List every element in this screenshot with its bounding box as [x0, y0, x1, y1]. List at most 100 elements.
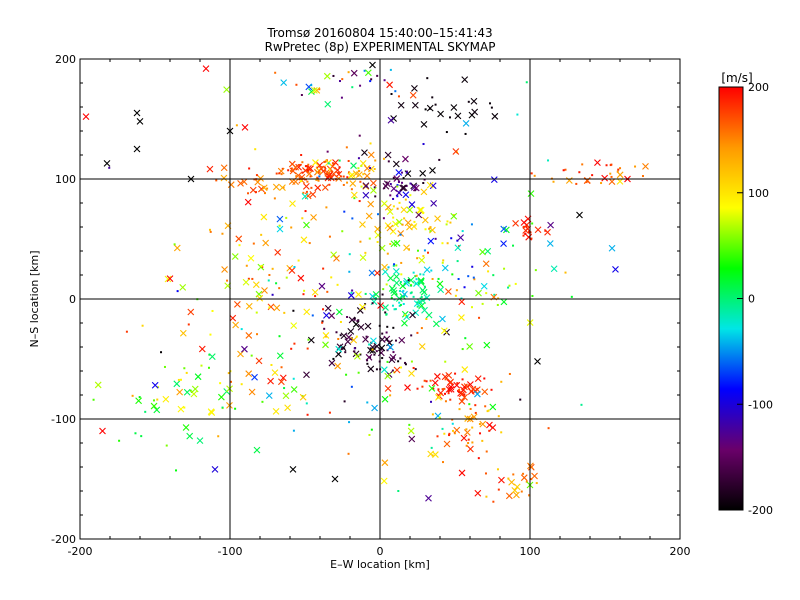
x-tick-labels: -200 -100 0 100 200	[68, 545, 691, 558]
data-point-cross	[323, 72, 331, 80]
data-point-dot	[364, 292, 367, 295]
data-point-cross	[406, 206, 414, 214]
data-point-cross	[420, 121, 428, 128]
data-point-cross	[450, 104, 458, 111]
data-point-dot	[605, 164, 608, 167]
data-point-dot	[441, 388, 444, 391]
data-point-cross	[363, 172, 371, 180]
data-point-dot	[444, 392, 447, 395]
data-point-cross	[328, 312, 336, 320]
data-point-dot	[323, 160, 326, 163]
data-point-dot	[641, 175, 644, 178]
data-point-cross	[384, 372, 392, 380]
data-point-dot	[301, 217, 304, 220]
data-point-dot	[412, 366, 415, 369]
data-point-cross	[491, 112, 499, 120]
data-point-dot	[465, 444, 468, 447]
data-point-dot	[392, 197, 395, 200]
data-point-dot	[357, 371, 360, 374]
data-point-dot	[522, 234, 525, 237]
data-point-cross	[244, 198, 252, 206]
data-point-cross	[527, 190, 535, 198]
data-point-dot	[404, 361, 407, 364]
data-point-dot	[398, 201, 401, 204]
data-point-dot	[200, 364, 203, 367]
data-point-dot	[427, 251, 430, 254]
data-point-cross	[397, 230, 405, 237]
data-point-dot	[522, 472, 525, 475]
data-point-dot	[405, 171, 408, 174]
data-point-dot	[398, 301, 401, 304]
data-point-dot	[301, 171, 304, 174]
data-point-dot	[304, 165, 307, 168]
data-point-dot	[255, 311, 258, 314]
data-point-dot	[374, 297, 377, 300]
data-point-dot	[500, 431, 503, 434]
data-point-cross	[289, 200, 296, 208]
data-point-cross	[220, 164, 228, 172]
data-point-dot	[187, 323, 190, 326]
data-point-cross	[347, 327, 355, 335]
data-point-dot	[519, 398, 522, 401]
data-point-cross	[335, 308, 343, 316]
data-point-dot	[357, 157, 360, 160]
data-point-cross	[608, 178, 616, 186]
data-point-dot	[496, 468, 499, 471]
data-point-cross	[245, 302, 253, 310]
data-point-cross	[251, 373, 258, 381]
data-point-dot	[316, 176, 319, 179]
data-point-cross	[534, 226, 542, 234]
data-point-cross	[417, 206, 425, 214]
data-point-cross	[255, 357, 263, 365]
data-point-cross	[505, 492, 513, 500]
data-point-cross	[368, 269, 376, 277]
data-point-dot	[386, 252, 389, 255]
data-point-cross	[470, 97, 478, 105]
data-point-dot	[395, 264, 398, 267]
data-point-dot	[261, 266, 264, 269]
data-point-cross	[381, 459, 389, 467]
data-point-dot	[386, 325, 389, 328]
data-point-dot	[356, 320, 359, 323]
data-point-cross	[361, 149, 368, 157]
data-point-dot	[325, 206, 328, 209]
data-point-cross	[310, 214, 317, 221]
data-point-dot	[326, 290, 329, 293]
data-point-cross	[371, 404, 378, 412]
data-point-dot	[338, 166, 341, 169]
data-point-dot	[328, 168, 331, 171]
data-point-dot	[217, 435, 220, 438]
data-point-cross	[190, 390, 198, 398]
data-point-cross	[500, 298, 508, 306]
data-point-cross	[241, 124, 249, 131]
data-point-cross	[300, 236, 308, 244]
data-point-cross	[471, 387, 479, 395]
data-point-cross	[482, 260, 490, 268]
data-point-dot	[414, 275, 417, 278]
y-axis-label: N–S location [km]	[28, 250, 41, 347]
data-point-dot	[397, 490, 400, 493]
data-point-dot	[485, 292, 488, 295]
data-point-dot	[381, 293, 384, 296]
data-point-dot	[431, 96, 434, 99]
data-point-dot	[260, 233, 263, 236]
data-point-dot	[444, 360, 447, 363]
data-point-dot	[321, 320, 324, 323]
data-point-dot	[400, 261, 403, 264]
data-point-dot	[311, 314, 314, 317]
data-point-dot	[267, 279, 270, 282]
data-point-cross	[425, 311, 433, 319]
data-point-dot	[342, 175, 345, 178]
data-point-dot	[472, 276, 475, 279]
data-point-dot	[451, 418, 454, 421]
data-point-dot	[412, 271, 415, 274]
data-point-cross	[370, 337, 377, 345]
data-point-dot	[424, 228, 427, 231]
data-point-cross	[498, 476, 505, 484]
data-point-cross	[381, 263, 388, 271]
data-point-dot	[366, 359, 369, 362]
data-point-cross	[150, 402, 158, 410]
data-point-dot	[368, 237, 371, 240]
x-axis-label: E–W location [km]	[330, 558, 430, 571]
data-point-dot	[508, 284, 511, 287]
